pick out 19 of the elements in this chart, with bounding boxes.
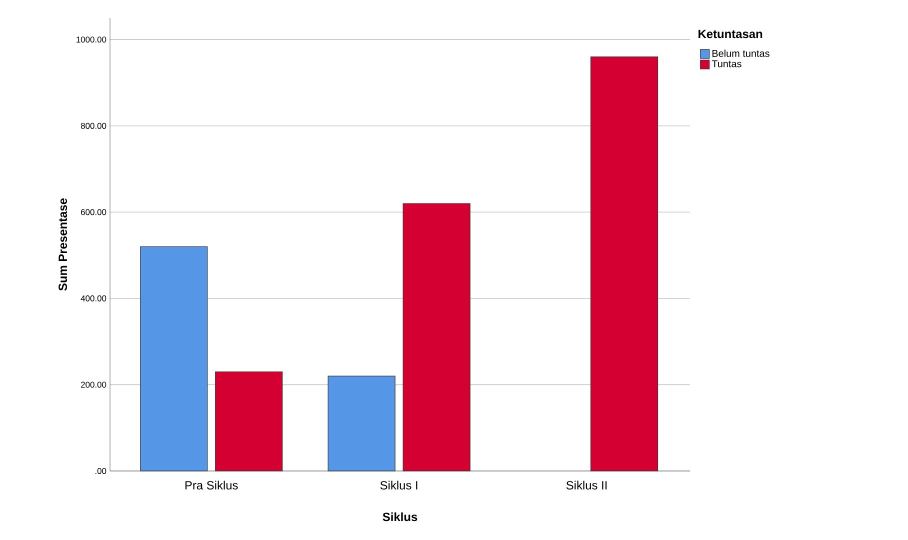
legend-label: Belum tuntas — [712, 50, 770, 57]
legend-title: Ketuntasan — [698, 30, 762, 38]
y-tick-label: 400.00 — [80, 295, 106, 302]
bar — [590, 56, 658, 472]
bar — [215, 371, 283, 472]
x-tick-label: Siklus I — [380, 480, 418, 490]
y-tick-label: 600.00 — [81, 209, 106, 216]
y-tick-label: 800.00 — [80, 122, 106, 129]
bar — [140, 246, 208, 472]
x-tick-label: Pra Siklus — [185, 480, 238, 490]
legend-label: Tuntas — [712, 60, 742, 68]
x-axis-title: Siklus — [382, 512, 418, 522]
x-tick-label: Siklus II — [566, 480, 607, 490]
bar — [402, 203, 470, 472]
y-axis-title: Sum Presentase — [58, 198, 68, 291]
y-tick-label: .00 — [95, 468, 106, 474]
y-tick-label: 200.00 — [81, 382, 106, 388]
bar — [328, 376, 396, 472]
y-tick-label: 1000.00 — [76, 36, 106, 43]
